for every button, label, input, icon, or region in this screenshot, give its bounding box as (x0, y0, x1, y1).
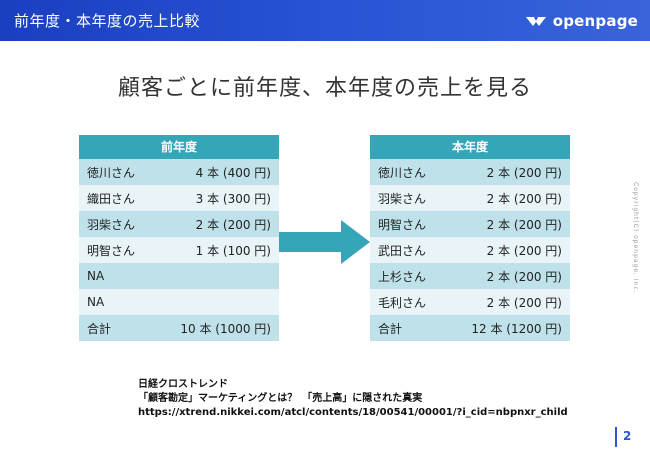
current-year-table: 本年度 徳川さん 2 本 (200 円) 羽柴さん 2 本 (200 円) 明智… (370, 135, 570, 341)
sales-value: 2 本 (200 円) (486, 243, 562, 258)
prev-year-table: 前年度 徳川さん 4 本 (400 円) 織田さん 3 本 (300 円) 羽柴… (79, 135, 279, 341)
total-label: 合計 (378, 321, 403, 336)
source-article-title: 「顧客勘定」マーケティングとは？ 「売上高」に隠された真実 (138, 393, 423, 404)
header-bar: 前年度・本年度の売上比較 openpage (0, 0, 650, 41)
customer-name: 羽柴さん (87, 217, 136, 232)
sales-value: 2 本 (200 円) (486, 295, 562, 310)
customer-name: 織田さん (87, 191, 136, 206)
slide-title: 顧客ごとに前年度、本年度の売上を見る (117, 76, 532, 101)
prev-year-table-header: 前年度 (79, 135, 279, 159)
current-year-table-header: 本年度 (370, 135, 570, 159)
customer-name: 上杉さん (378, 269, 427, 284)
customer-name: 毛利さん (378, 295, 427, 310)
table-row: 上杉さん 2 本 (200 円) (370, 263, 570, 289)
customer-name: 明智さん (378, 217, 427, 232)
page-number-divider (615, 427, 617, 447)
total-value: 10 本 (1000 円) (180, 321, 271, 336)
table-row: 武田さん 2 本 (200 円) (370, 237, 570, 263)
right-arrow-icon (279, 220, 370, 264)
table-row: NA (79, 289, 279, 315)
table-row: NA (79, 263, 279, 289)
customer-name: 羽柴さん (378, 191, 427, 206)
table-row: 明智さん 1 本 (100 円) (79, 237, 279, 263)
source-citation: 日経クロストレンド 「顧客勘定」マーケティングとは？ 「売上高」に隠された真実 … (138, 378, 568, 420)
sales-value: 2 本 (200 円) (486, 191, 562, 206)
copyright-notice: Copyright(C) openpage, Inc. (632, 182, 639, 294)
total-value: 12 本 (1200 円) (471, 321, 562, 336)
sales-value: 3 本 (300 円) (195, 191, 271, 206)
source-publication: 日経クロストレンド (138, 379, 228, 390)
table-row: 織田さん 3 本 (300 円) (79, 185, 279, 211)
customer-name: NA (87, 269, 105, 283)
page-number: 2 (623, 429, 632, 443)
table-total-row: 合計 10 本 (1000 円) (79, 315, 279, 341)
table-total-row: 合計 12 本 (1200 円) (370, 315, 570, 341)
sales-value: 4 本 (400 円) (195, 165, 271, 180)
header-title: 前年度・本年度の売上比較 (14, 12, 201, 30)
customer-name: 徳川さん (87, 165, 136, 180)
table-row: 羽柴さん 2 本 (200 円) (370, 185, 570, 211)
source-url-link[interactable]: https://xtrend.nikkei.com/atcl/contents/… (138, 407, 568, 418)
customer-name: 武田さん (378, 243, 427, 258)
table-row: 毛利さん 2 本 (200 円) (370, 289, 570, 315)
openpage-logo-icon (525, 17, 546, 26)
brand-name: openpage (552, 12, 638, 30)
table-row: 明智さん 2 本 (200 円) (370, 211, 570, 237)
sales-value: 2 本 (200 円) (486, 269, 562, 284)
sales-value: 2 本 (200 円) (486, 165, 562, 180)
table-row: 羽柴さん 2 本 (200 円) (79, 211, 279, 237)
brand: openpage (525, 12, 638, 30)
table-row: 徳川さん 4 本 (400 円) (79, 159, 279, 185)
customer-name: NA (87, 295, 105, 309)
sales-value: 2 本 (200 円) (195, 217, 271, 232)
sales-value: 1 本 (100 円) (195, 243, 271, 258)
sales-value: 2 本 (200 円) (486, 217, 562, 232)
customer-name: 明智さん (87, 243, 136, 258)
total-label: 合計 (87, 321, 112, 336)
table-row: 徳川さん 2 本 (200 円) (370, 159, 570, 185)
customer-name: 徳川さん (378, 165, 427, 180)
